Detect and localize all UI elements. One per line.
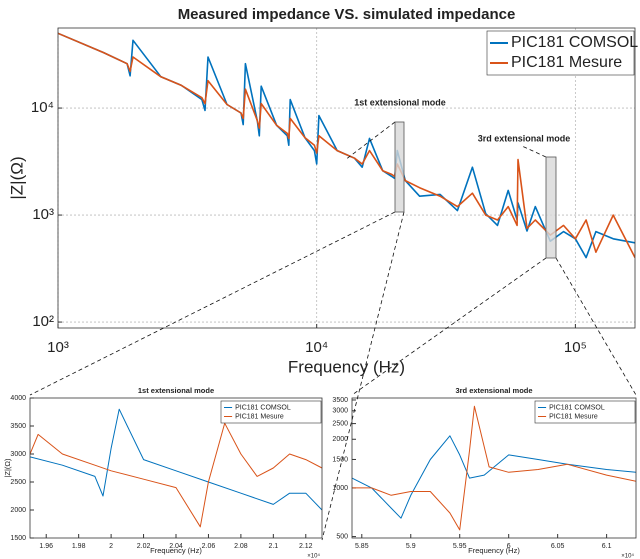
x-tick-label: 2.12 [299,543,313,550]
chart-panel: 5.85 5.9 5.95 6 6.05 6.1 500 1000 1500 2000 2500 30… [332,386,637,559]
chart-panel: 1.96 1.98 2 2.02 2.04 2.06 2.08 2.1 2.12 1500 2000… [3,386,323,559]
x-tick-label: 5.85 [355,543,369,550]
axes-frame [351,397,637,539]
y-tick-label: 10⁴ [31,99,54,116]
zoom-line [29,211,396,396]
legend-label: PIC181 COMSOL [511,34,638,51]
series-group [58,32,635,259]
x-tick-label: 1.96 [39,543,53,550]
annotation: 3rd extensional mode [478,133,571,143]
series-group [352,405,636,531]
zoom-guides [29,121,637,541]
zoom-line [521,145,547,158]
legend-box [220,400,322,424]
legend-box [486,30,635,76]
x-tick-label: 10³ [47,339,69,356]
legend-box [534,400,636,424]
zoom-box [545,156,557,259]
series-group [30,408,322,528]
axes-frame [57,27,636,329]
series-line [352,435,636,519]
axes-frame [29,397,323,539]
x-axis-label: Frequency (Hz) [288,357,405,376]
series-line [58,32,635,258]
x-tick-label: 2.04 [169,543,183,550]
y-tick-label: 10³ [32,206,54,223]
legend-label: PIC181 Mesure [235,413,284,420]
legend-label: PIC181 Mesure [511,54,622,71]
legend-label: PIC181 Mesure [549,413,598,420]
zoom-line [321,211,405,541]
y-tick-label: 2000 [10,507,26,514]
x-multiplier: ×10⁴ [621,553,634,559]
x-axis-label: Frequency (Hz) [150,546,202,555]
zoom-line [351,257,547,396]
plot-area [58,28,635,328]
y-tick-label: 2500 [332,420,348,427]
zoom-line [555,257,637,396]
y-axis-label: |Z|(Ω) [3,458,12,478]
y-tick-label: 1000 [332,485,348,492]
legend-label: PIC181 COMSOL [235,404,291,411]
x-tick-label: 5.95 [453,543,467,550]
chart-title: 1st extensional mode [138,386,214,395]
x-tick-label: 2.06 [202,543,216,550]
y-tick-label: 10² [32,313,54,330]
y-tick-label: 1500 [10,535,26,542]
y-tick-label: 3000 [10,451,26,458]
x-multiplier: ×10⁴ [307,553,320,559]
series-line [352,405,636,531]
x-axis-label: Frequency (Hz) [468,546,520,555]
legend-label: PIC181 COMSOL [549,404,605,411]
series-line [30,422,322,528]
chart-panel: 10³ 10⁴ 10⁵ 10² 10³ 10⁴ PIC181 COMSOL PIC181 Me… [7,6,638,377]
series-line [30,408,322,511]
y-tick-label: 2000 [332,436,348,443]
x-tick-label: 2.02 [137,543,151,550]
chart-title: Measured impedance VS. simulated impedan… [178,6,516,23]
x-tick-label: 1.98 [72,543,86,550]
x-tick-label: 10⁴ [305,339,328,356]
zoom-line [344,121,396,161]
y-tick-label: 1500 [332,456,348,463]
y-tick-label: 3500 [10,423,26,430]
y-tick-label: 4000 [10,395,26,402]
annotation: 1st extensional mode [354,97,446,107]
chart-title: 3rd extensional mode [455,386,532,395]
y-tick-label: 500 [336,533,348,540]
x-tick-label: 10⁵ [564,339,587,356]
zoom-box [394,121,405,213]
y-axis-label: |Z|(Ω) [7,156,26,199]
x-tick-label: 6 [507,543,511,550]
x-tick-label: 6.1 [602,543,612,550]
x-tick-label: 2 [109,543,113,550]
y-tick-label: 3500 [332,397,348,404]
y-tick-label: 3000 [332,408,348,415]
x-tick-label: 2.08 [234,543,248,550]
x-tick-label: 6.05 [551,543,565,550]
x-tick-label: 5.9 [406,543,416,550]
x-tick-label: 2.1 [268,543,278,550]
y-tick-label: 2500 [10,479,26,486]
